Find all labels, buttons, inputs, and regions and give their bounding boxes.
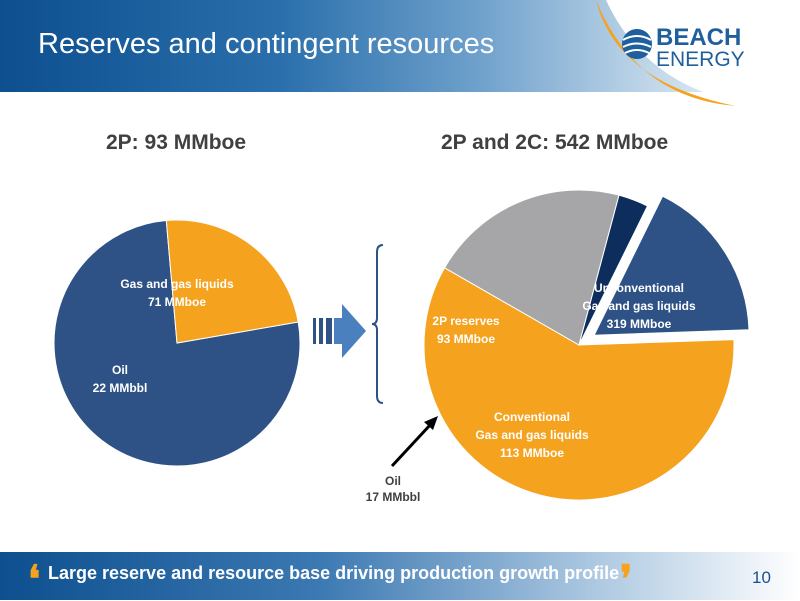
pie-label-conventional-3: 113 MMboe — [500, 446, 564, 460]
page-title: Reserves and contingent resources — [38, 28, 495, 60]
pie-label-oil-2: 22 MMbbl — [93, 381, 148, 395]
pie-chart-2p: Gas and gas liquids 71 MMboe Oil 22 MMbbl — [53, 219, 301, 467]
pie-chart-2p-2c: Unconventional Gas and gas liquids 319 MMb… — [423, 189, 750, 501]
page-number: 10 — [752, 568, 771, 587]
pie-slice-2p-reserves — [593, 195, 750, 336]
logo-text-energy: ENERGY — [656, 48, 745, 71]
bracket-shape — [371, 244, 384, 404]
logo-text-beach: BEACH — [656, 24, 741, 51]
oil-callout-arrow — [390, 416, 438, 468]
pie-slice-oil — [165, 219, 299, 344]
pie-label-2p-reserves-1: 2P reserves — [432, 314, 500, 328]
open-quote-icon: ❛ — [28, 556, 41, 601]
pie-label-unconventional-3: 319 MMboe — [607, 317, 672, 331]
pie-label-oil-1: Oil — [112, 363, 128, 377]
pie-slice-unconventional — [423, 267, 735, 501]
oil-callout-label-1: Oil — [385, 474, 401, 488]
pie-label-gas-and-gas-liquids-1: Gas and gas liquids — [120, 277, 234, 291]
logo-orange-swoosh — [596, 0, 736, 106]
logo-globe-icon — [622, 29, 652, 59]
footer-text: Large reserve and resource base driving … — [48, 563, 620, 583]
pie-slice-conventional — [443, 189, 620, 346]
footer-banner — [0, 552, 800, 600]
chart-title-2p-2c: 2P and 2C: 542 MMboe — [441, 131, 669, 154]
logo-white-panel — [596, 0, 800, 108]
pie-label-unconventional-1: Unconventional — [594, 281, 684, 295]
pie-label-gas-and-gas-liquids-2: 71 MMboe — [148, 295, 206, 309]
pie-label-2p-reserves-2: 93 MMboe — [437, 332, 495, 346]
pie-label-unconventional-2: Gas and gas liquids — [582, 299, 696, 313]
oil-callout-label-2: 17 MMbbl — [366, 490, 421, 504]
pie-label-conventional-2: Gas and gas liquids — [475, 428, 589, 442]
beach-energy-logo: BEACH ENERGY — [596, 0, 800, 108]
transition-arrow-icon — [313, 304, 366, 358]
pie-slice-oil — [578, 194, 649, 346]
close-quote-icon: ❜ — [620, 556, 633, 601]
chart-title-2p: 2P: 93 MMboe — [106, 131, 247, 154]
pie-label-conventional-1: Conventional — [494, 410, 570, 424]
